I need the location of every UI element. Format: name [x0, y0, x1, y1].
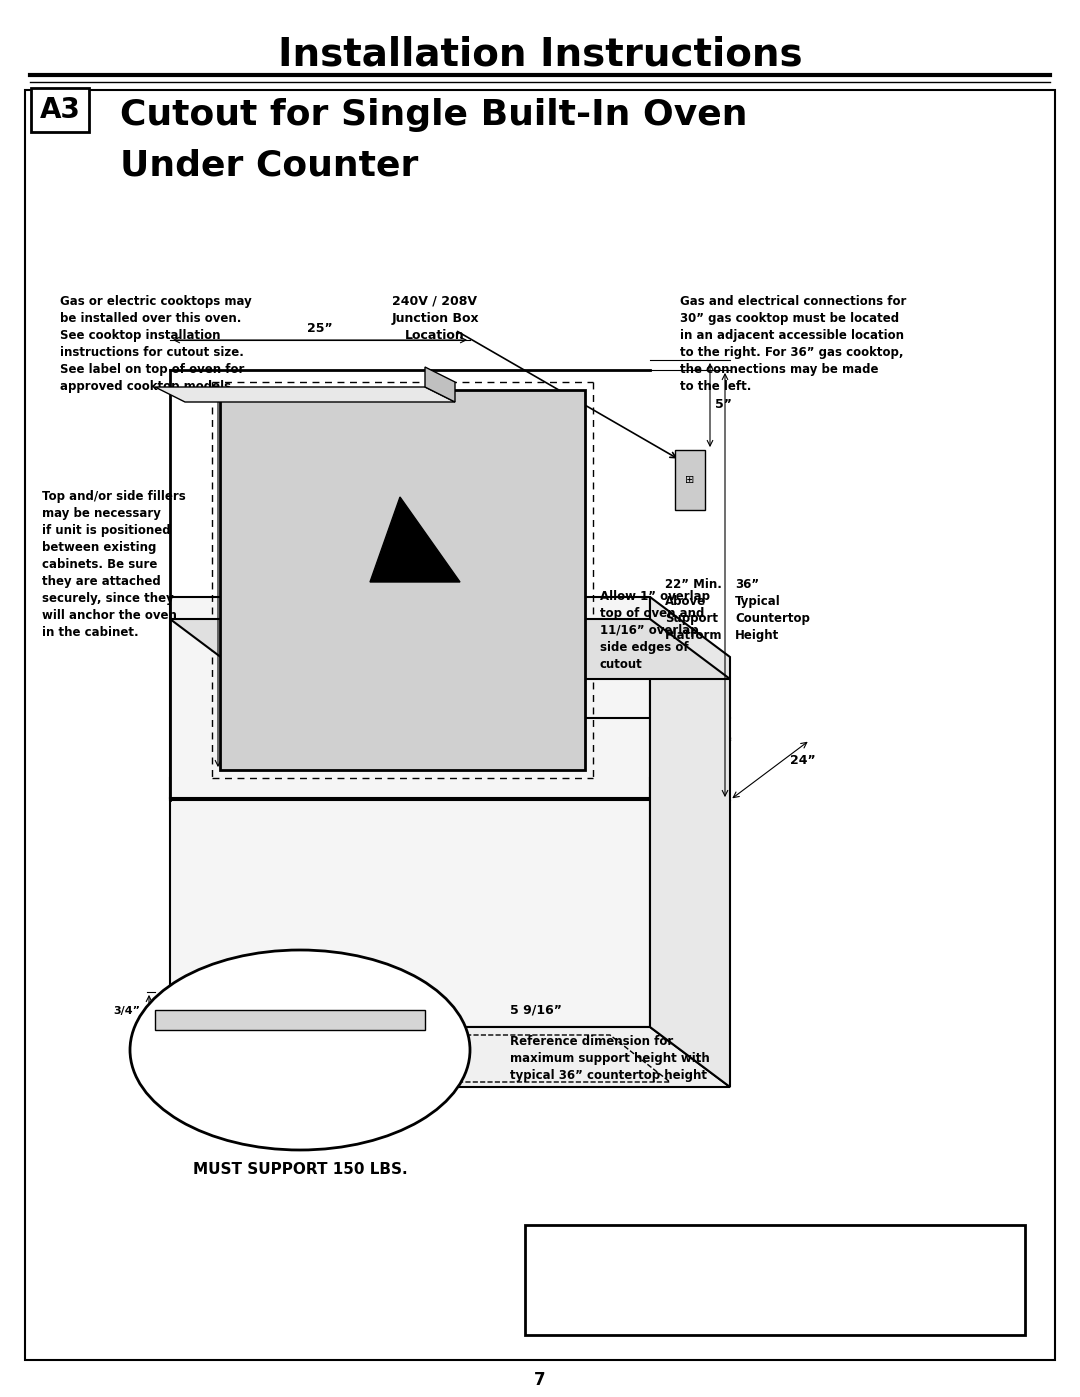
- Text: 36”
Typical
Countertop
Height: 36” Typical Countertop Height: [735, 578, 810, 643]
- Polygon shape: [170, 597, 650, 1027]
- Polygon shape: [170, 619, 730, 679]
- Polygon shape: [170, 1027, 730, 1087]
- Polygon shape: [156, 387, 455, 402]
- Bar: [156, 1010, 426, 1030]
- Text: Under Counter: Under Counter: [120, 148, 418, 182]
- Text: 5 9/16”: 5 9/16”: [510, 1003, 562, 1017]
- FancyBboxPatch shape: [525, 1225, 1025, 1336]
- Text: Top and/or side fillers
may be necessary
if unit is positioned
between existing
: Top and/or side fillers may be necessary…: [42, 490, 186, 638]
- Ellipse shape: [130, 950, 470, 1150]
- Text: Support Platform
Required: Support Platform Required: [210, 1065, 330, 1092]
- Text: A3: A3: [40, 96, 80, 124]
- Text: 28 1/2” Min.
28 5/8” Max.: 28 1/2” Min. 28 5/8” Max.: [225, 495, 310, 525]
- Text: 22” Min.
Above
Support
Platform: 22” Min. Above Support Platform: [665, 578, 723, 643]
- Text: 24”: 24”: [789, 753, 815, 767]
- Text: ⊞: ⊞: [686, 475, 694, 485]
- Bar: [220, 390, 585, 770]
- Text: Cutout for Single Built-In Oven: Cutout for Single Built-In Oven: [120, 98, 747, 131]
- Text: Installation Instructions: Installation Instructions: [278, 36, 802, 74]
- Text: 7: 7: [535, 1370, 545, 1389]
- Text: MUST SUPPORT 150 LBS.: MUST SUPPORT 150 LBS.: [192, 1162, 407, 1178]
- Bar: [675, 450, 705, 510]
- Text: 25”: 25”: [307, 321, 333, 335]
- Text: 3/4”: 3/4”: [113, 1006, 140, 1016]
- Text: Allow 1” overlap
top of oven and
11/16” overlap
side edges of
cutout: Allow 1” overlap top of oven and 11/16” …: [600, 590, 710, 671]
- Text: 5”: 5”: [715, 398, 732, 412]
- Text: Gas and electrical connections for
30” gas cooktop must be located
in an adjacen: Gas and electrical connections for 30” g…: [680, 295, 906, 393]
- Text: NOTE: This oven is not approved to be
installed under a solid disk, induction
or: NOTE: This oven is not approved to be in…: [616, 1252, 934, 1309]
- Polygon shape: [650, 597, 730, 1087]
- Text: Gas or electric cooktops may
be installed over this oven.
See cooktop installati: Gas or electric cooktops may be installe…: [60, 295, 252, 393]
- Polygon shape: [370, 497, 460, 583]
- Text: 27 1/4” Min.
27 5/16” Max.: 27 1/4” Min. 27 5/16” Max.: [225, 624, 319, 655]
- Polygon shape: [426, 367, 455, 402]
- Text: 240V / 208V
Junction Box
Location: 240V / 208V Junction Box Location: [391, 295, 478, 342]
- Text: Reference dimension for
maximum support height with
typical 36” countertop heigh: Reference dimension for maximum support …: [510, 1035, 710, 1083]
